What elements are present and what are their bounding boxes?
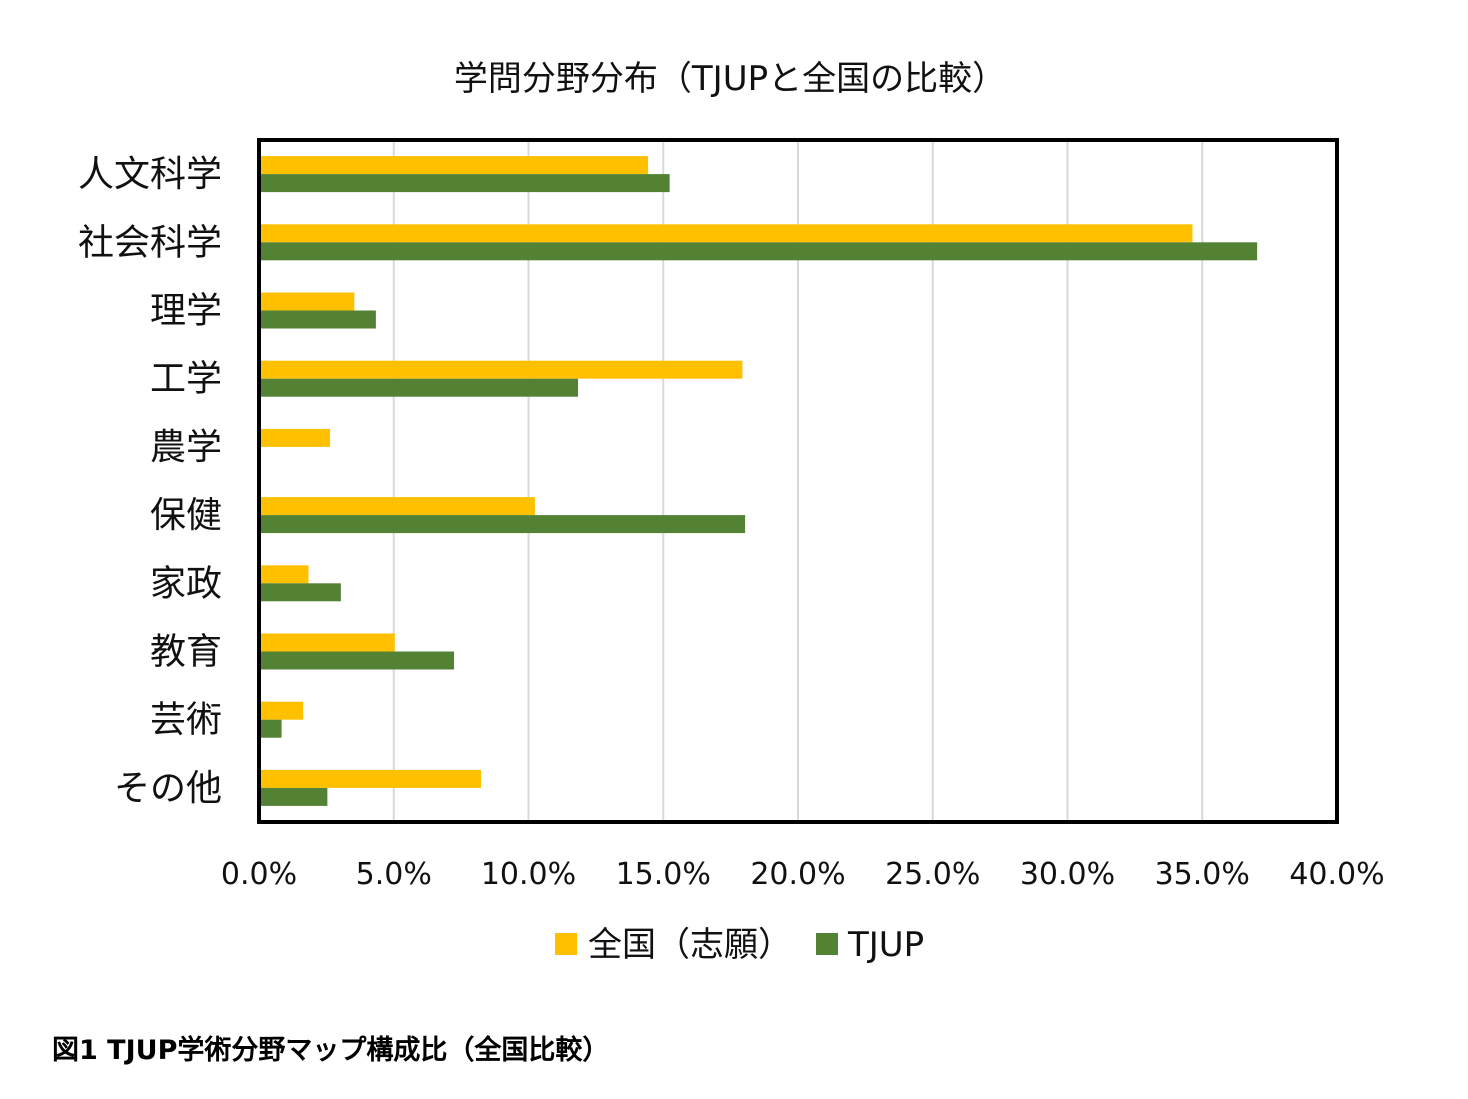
bar-national <box>260 360 743 379</box>
x-tick-label: 25.0% <box>885 857 980 892</box>
bar-national <box>260 497 535 516</box>
category-label: 理学 <box>150 291 222 332</box>
x-tick-label: 5.0% <box>356 857 432 892</box>
bar-tjup <box>260 515 746 534</box>
bar-national <box>260 633 395 652</box>
bar-tjup <box>260 378 579 397</box>
category-label: 保健 <box>150 495 222 536</box>
bar-tjup <box>260 583 341 602</box>
bar-national <box>260 428 331 447</box>
x-tick-label: 35.0% <box>1155 857 1250 892</box>
category-label: 社会科学 <box>78 222 222 263</box>
legend-label: 全国（志願） <box>588 925 792 965</box>
bar-tjup <box>260 719 282 738</box>
bar-chart: 学問分野分布（TJUPと全国の比較） 人文科学社会科学理学工学農学保健家政教育芸… <box>78 59 1385 965</box>
category-label: その他 <box>114 768 222 809</box>
bar-tjup <box>260 242 1258 261</box>
legend-swatch <box>555 933 577 955</box>
x-tick-label: 10.0% <box>481 857 576 892</box>
bar-national <box>260 292 355 311</box>
category-label: 家政 <box>150 563 222 604</box>
x-tick-label: 20.0% <box>750 857 845 892</box>
category-label: 芸術 <box>150 700 222 741</box>
bar-tjup <box>260 787 328 806</box>
category-label: 教育 <box>150 632 222 673</box>
bar-national <box>260 156 649 175</box>
x-tick-label: 0.0% <box>221 857 297 892</box>
category-label: 農学 <box>150 427 222 468</box>
bar-national <box>260 769 481 788</box>
bar-tjup <box>260 174 670 193</box>
legend-label: TJUP <box>847 925 924 965</box>
bar-tjup <box>260 310 376 329</box>
figure-caption: 図1 TJUP学術分野マップ構成比（全国比較） <box>52 1035 610 1066</box>
chart-title: 学問分野分布（TJUPと全国の比較） <box>454 59 1006 99</box>
category-label: 人文科学 <box>78 154 222 195</box>
legend-swatch <box>816 933 838 955</box>
bar-tjup <box>260 651 455 670</box>
legend: 全国（志願） TJUP <box>555 925 924 965</box>
x-tick-label: 30.0% <box>1020 857 1115 892</box>
x-tick-label: 40.0% <box>1289 857 1384 892</box>
bar-national <box>260 565 309 584</box>
bars <box>260 156 1258 806</box>
x-axis-tick-labels: 0.0% 5.0% 10.0% 15.0% 20.0% 25.0% 30.0% 35.0% 40… <box>221 857 1385 892</box>
plot-area-frame <box>257 138 1339 824</box>
category-label: 工学 <box>150 359 222 400</box>
bar-national <box>260 224 1193 243</box>
bar-national <box>260 701 304 720</box>
x-tick-label: 15.0% <box>616 857 711 892</box>
